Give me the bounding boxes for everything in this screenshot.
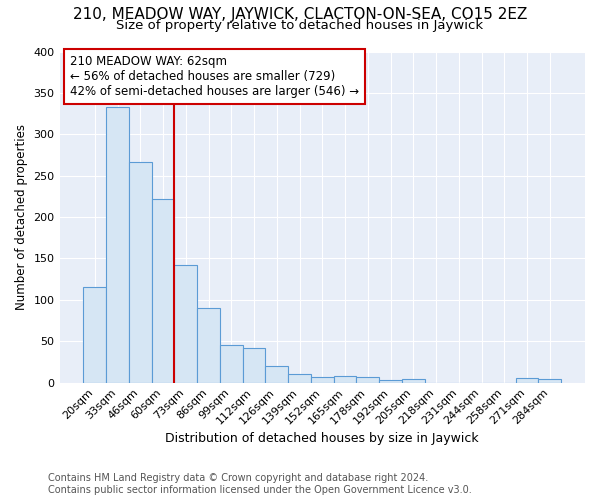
X-axis label: Distribution of detached houses by size in Jaywick: Distribution of detached houses by size … [166,432,479,445]
Bar [152,199,175,382]
Bar [379,380,402,382]
Bar [402,380,425,382]
Bar [197,308,220,382]
Text: 210 MEADOW WAY: 62sqm
← 56% of detached houses are smaller (729)
42% of semi-det: 210 MEADOW WAY: 62sqm ← 56% of detached … [70,55,359,98]
Text: 210, MEADOW WAY, JAYWICK, CLACTON-ON-SEA, CO15 2EZ: 210, MEADOW WAY, JAYWICK, CLACTON-ON-SEA… [73,8,527,22]
Bar [311,377,334,382]
Bar [242,348,265,382]
Bar [129,162,152,382]
Text: Size of property relative to detached houses in Jaywick: Size of property relative to detached ho… [116,18,484,32]
Bar [175,265,197,382]
Bar [515,378,538,382]
Bar [334,376,356,382]
Bar [288,374,311,382]
Bar [106,107,129,382]
Bar [220,346,242,383]
Y-axis label: Number of detached properties: Number of detached properties [15,124,28,310]
Bar [83,288,106,382]
Bar [356,377,379,382]
Bar [538,380,561,382]
Text: Contains HM Land Registry data © Crown copyright and database right 2024.
Contai: Contains HM Land Registry data © Crown c… [48,474,472,495]
Bar [265,366,288,382]
